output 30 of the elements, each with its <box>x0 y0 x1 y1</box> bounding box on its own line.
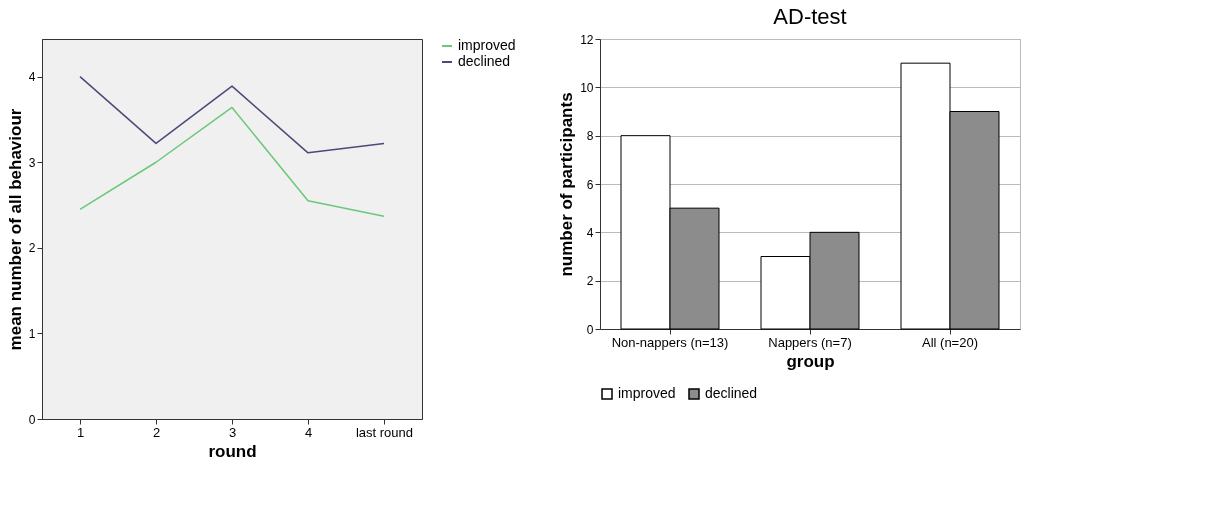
x-tick-label: last round <box>355 424 414 440</box>
y-tick-label: 12 <box>580 32 594 47</box>
y-tick-label: 10 <box>580 80 594 95</box>
legend-label: improved <box>458 37 516 53</box>
x-tick-label: 3 <box>228 424 237 440</box>
line-series <box>79 75 385 154</box>
x-axis-title: group <box>786 351 835 371</box>
y-tick-label: 8 <box>586 129 594 144</box>
y-axis-title: mean number of all behaviour <box>5 108 25 351</box>
y-tick-label: 0 <box>586 322 594 337</box>
legend-label: declined <box>705 385 758 401</box>
x-tick-label: 4 <box>304 424 313 440</box>
y-axis-title: number of participants <box>557 92 577 277</box>
chart-title: AD-test <box>773 4 847 29</box>
x-axis-title: round <box>208 441 257 461</box>
x-tick-label: All (n=20) <box>922 334 978 350</box>
y-tick-label: 3 <box>28 155 36 170</box>
x-tick-label: 2 <box>152 424 161 440</box>
line-series <box>79 106 385 217</box>
y-tick-label: 2 <box>586 274 594 289</box>
legend-label: declined <box>458 53 511 69</box>
y-tick-label: 4 <box>586 225 594 240</box>
y-tick-label: 6 <box>586 177 594 192</box>
legend-label: improved <box>618 385 676 401</box>
x-tick-label: Nappers (n=7) <box>768 334 852 350</box>
x-tick-label: Non-nappers (n=13) <box>611 334 729 350</box>
x-tick-label: 1 <box>76 424 85 440</box>
y-tick-label: 2 <box>28 241 36 256</box>
y-tick-label: 4 <box>28 70 36 85</box>
y-tick-label: 0 <box>28 412 36 427</box>
